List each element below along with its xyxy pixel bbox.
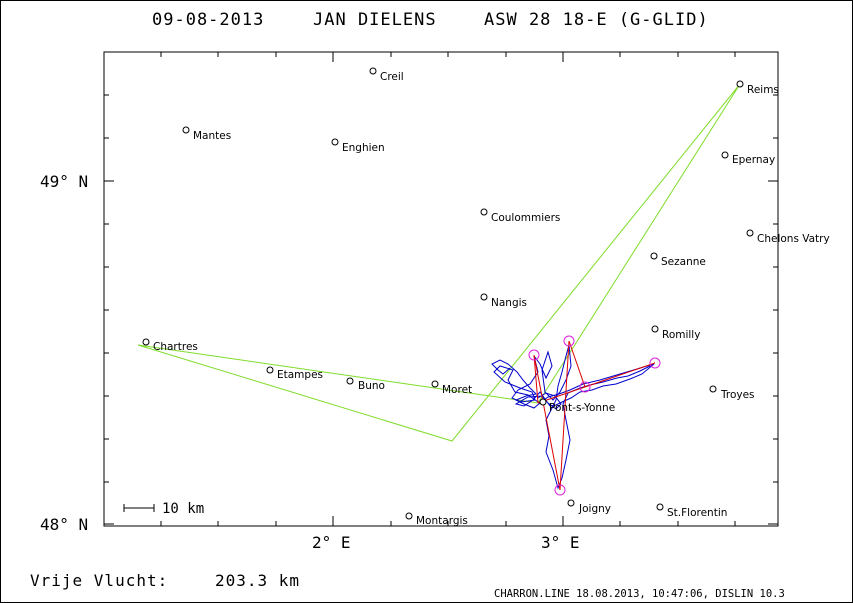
city-chelons-vatry: Chelons Vatry: [746, 229, 830, 245]
scale-bar-label: 10 km: [162, 501, 204, 517]
city-label: St.Florentin: [667, 507, 727, 519]
city-marker-icon: [746, 229, 754, 237]
city-label: Chartres: [153, 341, 198, 353]
distance-label: Vrije Vlucht:: [30, 571, 168, 590]
city-label: Pont-s-Yonne: [549, 402, 615, 414]
gps-track-detail: [491, 359, 651, 409]
turnpoint-2: [563, 335, 575, 347]
scale-bar: 10 km: [123, 501, 204, 517]
city-label: Chelons Vatry: [757, 233, 830, 245]
city-mantes: Mantes: [182, 126, 231, 142]
glider-info: ASW 28 18-E (G-GLID): [484, 10, 709, 30]
city-marker-icon: [721, 151, 729, 159]
city-label: Nangis: [491, 297, 527, 309]
city-sezanne: Sezanne: [650, 252, 706, 268]
city-epernay: Epernay: [721, 151, 775, 166]
city-chartres: Chartres: [142, 338, 198, 353]
city-marker-icon: [369, 67, 377, 75]
gps-track: [493, 344, 655, 490]
flight-date: 09-08-2013: [152, 10, 264, 30]
city-marker-icon: [480, 293, 488, 301]
city-etampes: Etampes: [266, 366, 323, 381]
city-label: Enghien: [342, 142, 385, 154]
city-reims: Reims: [736, 80, 779, 96]
city-coulommiers: Coulommiers: [480, 208, 560, 224]
plot-area: [103, 51, 779, 527]
city-marker-icon: [346, 377, 354, 385]
lon-label-3: 3° E: [541, 533, 580, 552]
lat-label-49: 49° N: [40, 172, 88, 191]
city-marker-icon: [736, 80, 744, 88]
city-creil: Creil: [369, 67, 404, 83]
city-label: Sezanne: [661, 256, 706, 268]
city-label: Joigny: [578, 503, 611, 515]
city-pont-s-yonne: Pont-s-Yonne: [539, 398, 615, 414]
city-joigny: Joigny: [567, 499, 611, 515]
city-marker-icon: [431, 380, 439, 388]
city-buno: Buno: [346, 377, 385, 392]
city-label: Reims: [747, 84, 779, 96]
city-marker-icon: [266, 366, 274, 374]
city-romilly: Romilly: [651, 325, 700, 341]
turnpoint-5: [554, 484, 566, 496]
city-moret: Moret: [431, 380, 472, 396]
city-label: Creil: [380, 71, 404, 83]
city-label: Montargis: [416, 515, 468, 527]
city-label: Epernay: [732, 154, 775, 166]
city-marker-icon: [539, 398, 547, 406]
city-marker-icon: [656, 503, 664, 511]
city-marker-icon: [709, 385, 717, 393]
city-marker-icon: [651, 325, 659, 333]
city-marker-icon: [650, 252, 658, 260]
city-troyes: Troyes: [709, 385, 755, 401]
city-st-florentin: St.Florentin: [656, 503, 727, 519]
credit-line: CHARRON.LINE 18.08.2013, 10:47:06, DISLI…: [494, 588, 785, 600]
turnpoint-4: [579, 381, 591, 393]
city-marker-icon: [331, 138, 339, 146]
city-marker-icon: [567, 499, 575, 507]
city-label: Buno: [358, 380, 385, 392]
task-line: [137, 83, 741, 442]
optimized-route: [533, 340, 656, 491]
lon-label-2: 2° E: [312, 533, 351, 552]
pilot-name: JAN DIELENS: [313, 10, 437, 30]
city-montargis: Montargis: [405, 512, 468, 527]
city-label: Troyes: [720, 389, 755, 401]
city-label: Moret: [442, 384, 472, 396]
turnpoint-3: [649, 357, 661, 369]
turnpoint-1: [528, 349, 540, 361]
city-label: Mantes: [193, 130, 231, 142]
city-marker-icon: [480, 208, 488, 216]
city-marker-icon: [142, 338, 150, 346]
city-label: Romilly: [662, 329, 700, 341]
distance-value: 203.3 km: [215, 571, 300, 590]
city-label: Etampes: [277, 369, 323, 381]
city-marker-icon: [182, 126, 190, 134]
axis-ticks: [104, 52, 778, 526]
city-marker-icon: [405, 512, 413, 520]
city-label: Coulommiers: [491, 212, 560, 224]
city-nangis: Nangis: [480, 293, 527, 309]
city-enghien: Enghien: [331, 138, 385, 154]
lat-label-48: 48° N: [40, 515, 88, 534]
